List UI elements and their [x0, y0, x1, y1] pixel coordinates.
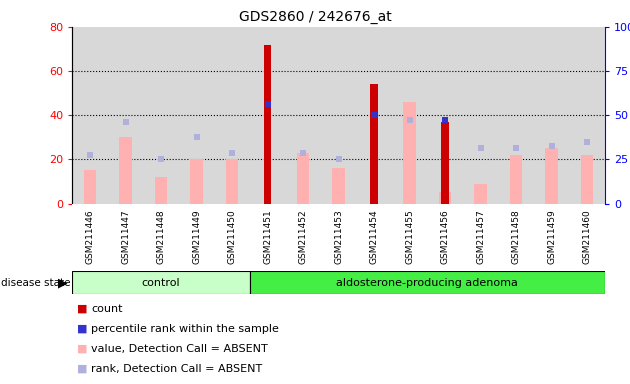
Bar	[439, 192, 451, 204]
Text: GDS2860 / 242676_at: GDS2860 / 242676_at	[239, 10, 391, 23]
Text: disease state: disease state	[1, 278, 71, 288]
Bar	[155, 177, 168, 204]
Text: GSM211460: GSM211460	[583, 209, 592, 264]
Text: GSM211450: GSM211450	[227, 209, 237, 264]
Bar	[84, 170, 96, 204]
Text: ■: ■	[77, 364, 87, 374]
Text: GSM211447: GSM211447	[121, 209, 130, 263]
Bar	[333, 168, 345, 204]
Bar	[403, 102, 416, 204]
Bar	[510, 155, 522, 204]
Text: GSM211454: GSM211454	[370, 209, 379, 263]
Text: percentile rank within the sample: percentile rank within the sample	[91, 324, 279, 334]
Text: GSM211452: GSM211452	[299, 209, 307, 263]
Text: ▶: ▶	[59, 276, 68, 289]
Text: control: control	[142, 278, 180, 288]
Bar	[297, 153, 309, 204]
Bar	[581, 155, 593, 204]
FancyBboxPatch shape	[72, 271, 250, 294]
Text: GSM211458: GSM211458	[512, 209, 520, 264]
Text: ■: ■	[77, 304, 87, 314]
Text: aldosterone-producing adenoma: aldosterone-producing adenoma	[336, 278, 518, 288]
Text: GSM211459: GSM211459	[547, 209, 556, 264]
Text: ■: ■	[77, 344, 87, 354]
Text: count: count	[91, 304, 123, 314]
Text: GSM211453: GSM211453	[334, 209, 343, 264]
Bar	[370, 84, 378, 204]
Text: GSM211451: GSM211451	[263, 209, 272, 264]
Bar	[546, 148, 558, 204]
Bar	[474, 184, 487, 204]
Text: ■: ■	[77, 324, 87, 334]
Text: value, Detection Call = ABSENT: value, Detection Call = ABSENT	[91, 344, 268, 354]
Text: GSM211448: GSM211448	[157, 209, 166, 263]
Text: GSM211456: GSM211456	[440, 209, 450, 264]
Text: GSM211446: GSM211446	[86, 209, 94, 263]
Text: GSM211449: GSM211449	[192, 209, 201, 263]
Text: GSM211457: GSM211457	[476, 209, 485, 264]
FancyBboxPatch shape	[250, 271, 605, 294]
Bar	[120, 137, 132, 204]
Bar	[190, 159, 203, 204]
Text: rank, Detection Call = ABSENT: rank, Detection Call = ABSENT	[91, 364, 263, 374]
Bar	[226, 159, 238, 204]
Text: GSM211455: GSM211455	[405, 209, 414, 264]
Bar	[442, 122, 449, 204]
Bar	[264, 45, 272, 204]
